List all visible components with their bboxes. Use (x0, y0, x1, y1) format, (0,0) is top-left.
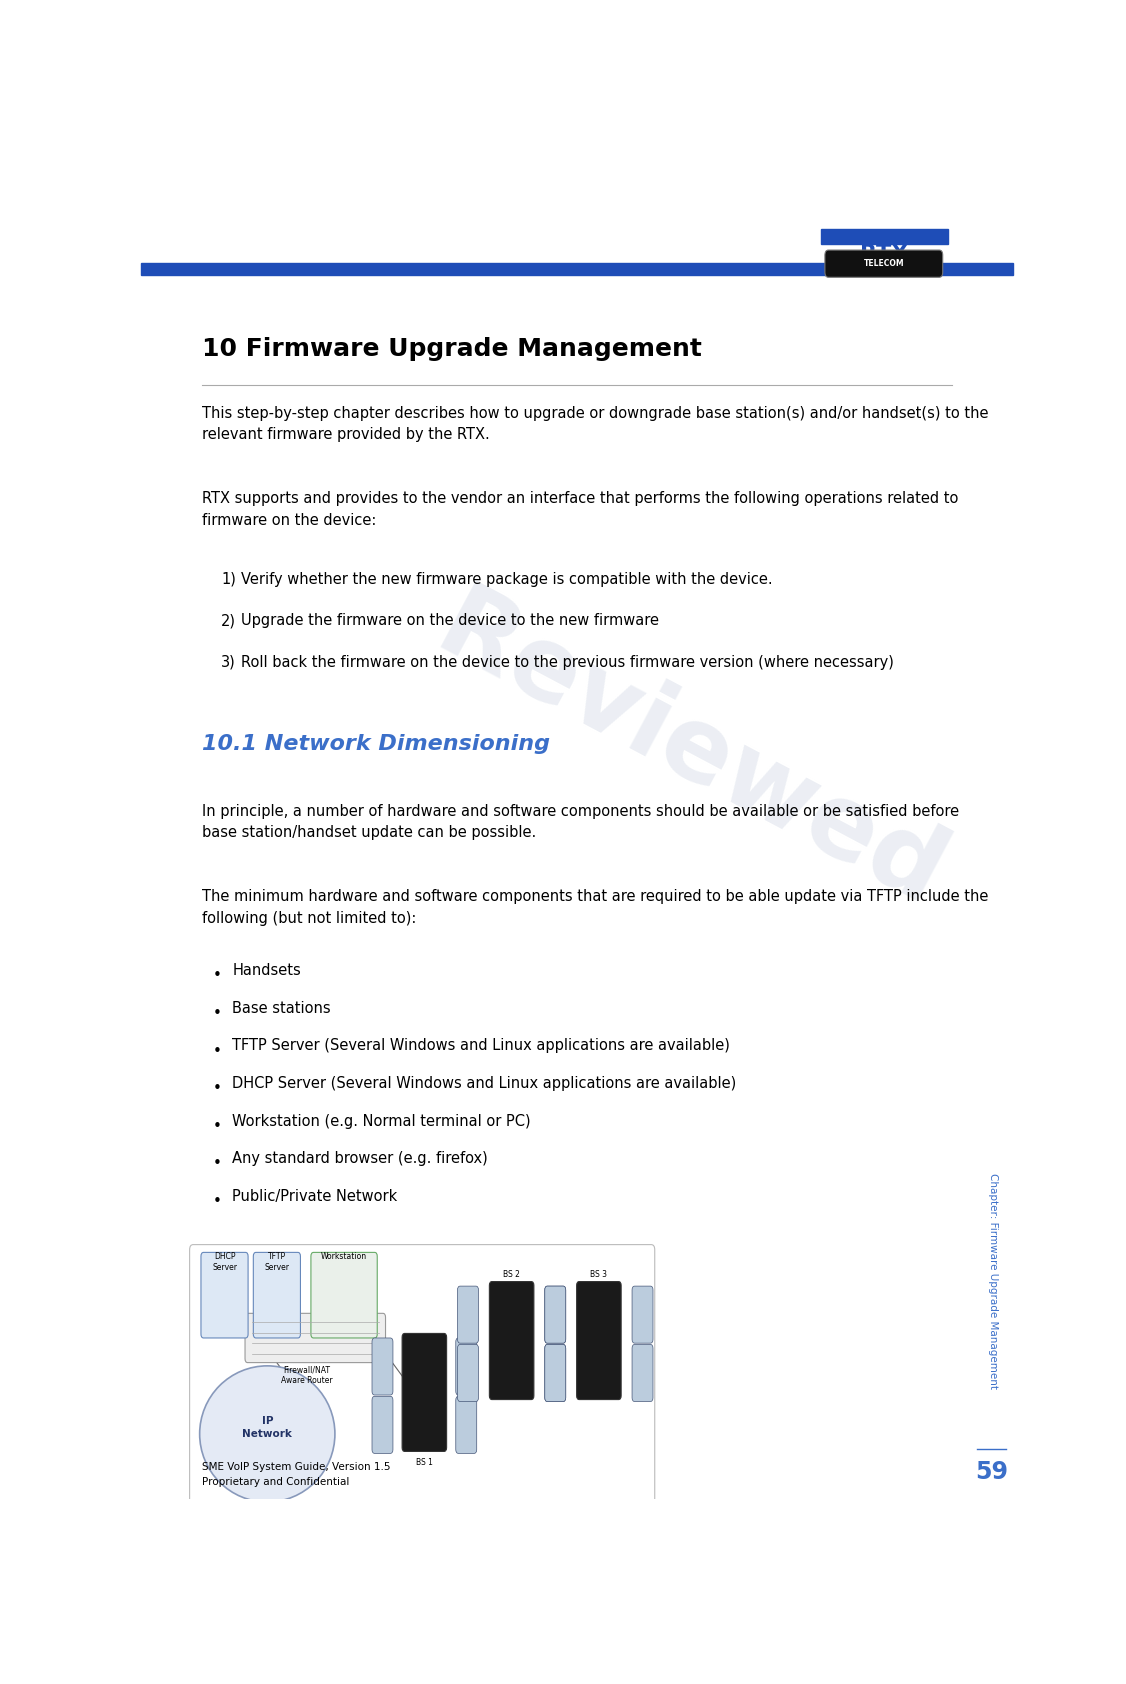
Text: Upgrade the firmware on the device to the new firmware: Upgrade the firmware on the device to th… (241, 613, 659, 628)
FancyBboxPatch shape (490, 1282, 534, 1399)
Text: Reviewed: Reviewed (420, 578, 962, 930)
Text: Base stations: Base stations (232, 1000, 331, 1015)
FancyBboxPatch shape (456, 1396, 476, 1453)
FancyBboxPatch shape (632, 1344, 653, 1401)
Text: Firewall/NAT
Aware Router: Firewall/NAT Aware Router (280, 1366, 332, 1386)
Text: The minimum hardware and software components that are required to be able update: The minimum hardware and software compon… (202, 889, 989, 926)
FancyBboxPatch shape (372, 1396, 393, 1453)
Text: •: • (213, 1044, 222, 1059)
Text: •: • (213, 1118, 222, 1133)
Text: •: • (213, 1194, 222, 1209)
FancyBboxPatch shape (456, 1339, 476, 1394)
Text: Handsets: Handsets (232, 963, 301, 978)
Text: TELECOM: TELECOM (864, 259, 904, 268)
FancyBboxPatch shape (402, 1334, 447, 1452)
Text: 2): 2) (221, 613, 236, 628)
Text: BS 1: BS 1 (415, 1458, 432, 1467)
Text: Roll back the firmware on the device to the previous firmware version (where nec: Roll back the firmware on the device to … (241, 655, 894, 670)
Text: •: • (213, 1081, 222, 1096)
Text: Workstation: Workstation (321, 1253, 367, 1261)
Text: 10 Firmware Upgrade Management: 10 Firmware Upgrade Management (202, 337, 701, 360)
Text: SME VoIP System Guide, Version 1.5
Proprietary and Confidential: SME VoIP System Guide, Version 1.5 Propr… (202, 1462, 391, 1487)
Text: BS 2: BS 2 (503, 1270, 520, 1278)
FancyBboxPatch shape (545, 1287, 565, 1344)
Text: DHCP Server (Several Windows and Linux applications are available): DHCP Server (Several Windows and Linux a… (232, 1076, 736, 1091)
Text: TFTP
Server: TFTP Server (265, 1253, 289, 1273)
Text: 59: 59 (975, 1460, 1008, 1484)
FancyBboxPatch shape (200, 1253, 248, 1339)
Text: Workstation (e.g. Normal terminal or PC): Workstation (e.g. Normal terminal or PC) (232, 1113, 531, 1128)
FancyBboxPatch shape (457, 1287, 479, 1344)
Text: DHCP
Server: DHCP Server (212, 1253, 238, 1273)
Text: Public/Private Network: Public/Private Network (232, 1189, 397, 1204)
FancyBboxPatch shape (577, 1282, 622, 1399)
Text: •: • (213, 1157, 222, 1172)
Bar (141, 263, 1013, 274)
Ellipse shape (199, 1366, 334, 1502)
Text: Verify whether the new firmware package is compatible with the device.: Verify whether the new firmware package … (241, 571, 772, 586)
FancyBboxPatch shape (311, 1253, 377, 1339)
Text: •: • (213, 1005, 222, 1021)
Text: In principle, a number of hardware and software components should be available o: In principle, a number of hardware and s… (202, 803, 959, 840)
Text: 10.1 Network Dimensioning: 10.1 Network Dimensioning (202, 734, 549, 754)
Text: IP
Network: IP Network (242, 1416, 293, 1438)
Text: This step-by-step chapter describes how to upgrade or downgrade base station(s) : This step-by-step chapter describes how … (202, 406, 989, 443)
FancyBboxPatch shape (825, 249, 942, 278)
Text: 1): 1) (221, 571, 236, 586)
FancyBboxPatch shape (457, 1344, 479, 1401)
FancyBboxPatch shape (545, 1344, 565, 1401)
Text: RTX: RTX (860, 244, 909, 264)
Text: TFTP Server (Several Windows and Linux applications are available): TFTP Server (Several Windows and Linux a… (232, 1039, 731, 1054)
Text: Chapter: Firmware Upgrade Management: Chapter: Firmware Upgrade Management (989, 1172, 999, 1389)
FancyBboxPatch shape (632, 1287, 653, 1344)
Bar (822, 229, 948, 244)
FancyBboxPatch shape (545, 1287, 565, 1344)
Text: Any standard browser (e.g. firefox): Any standard browser (e.g. firefox) (232, 1152, 489, 1167)
FancyBboxPatch shape (372, 1339, 393, 1394)
FancyBboxPatch shape (245, 1314, 385, 1362)
Text: 3): 3) (221, 655, 235, 670)
FancyBboxPatch shape (545, 1344, 565, 1401)
Text: RTX supports and provides to the vendor an interface that performs the following: RTX supports and provides to the vendor … (202, 492, 958, 527)
Text: BS 3: BS 3 (590, 1270, 607, 1278)
FancyBboxPatch shape (253, 1253, 301, 1339)
Text: •: • (213, 968, 222, 983)
